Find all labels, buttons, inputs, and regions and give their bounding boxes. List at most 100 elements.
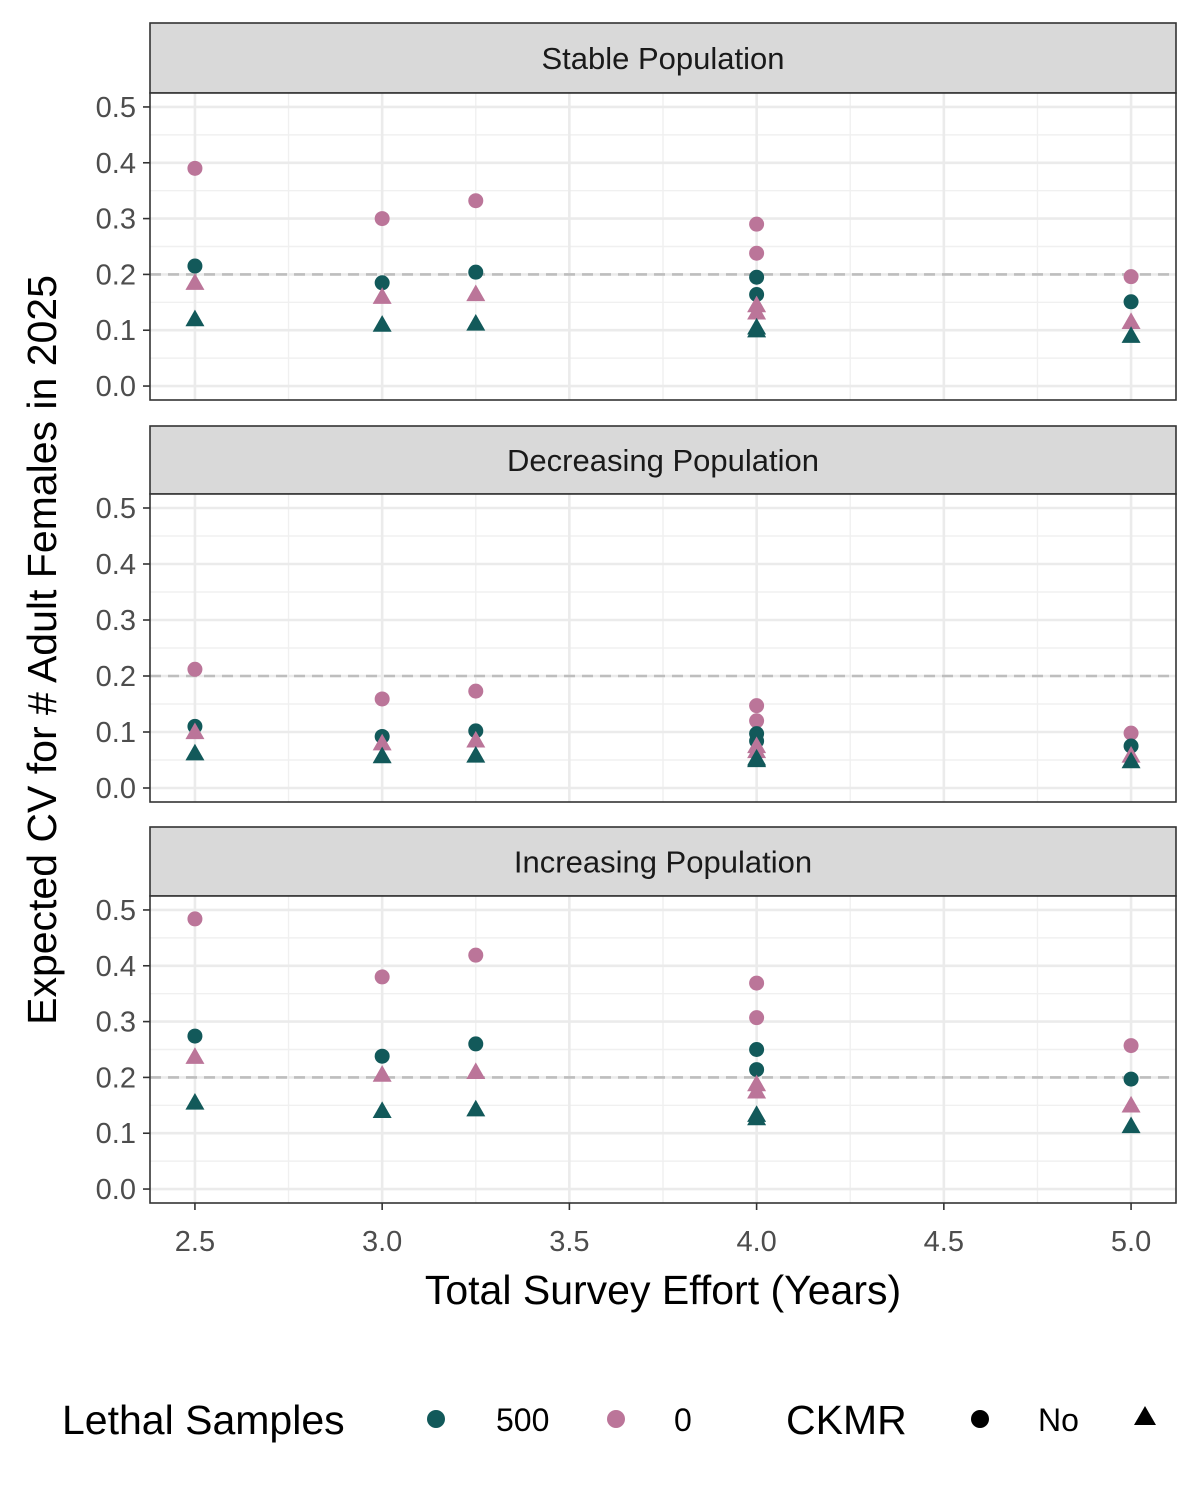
facet-strip-label: Stable Population — [541, 41, 784, 76]
x-axis-ticks: 2.5 3.0 3.5 4.0 4.5 5.0 — [175, 1203, 1151, 1258]
data-point-triangle — [185, 743, 205, 761]
data-point-triangle — [372, 746, 392, 764]
data-point-circle — [749, 1010, 765, 1026]
panel-border — [149, 895, 1177, 1204]
data-point-circle — [374, 211, 390, 227]
facet-panel: Increasing Population 0.0 0.1 0.2 0.3 0.4 0.5 — [96, 826, 1177, 1206]
data-point-triangle — [466, 730, 486, 748]
y-tick-label: 0.0 — [96, 371, 136, 403]
data-point-circle — [749, 245, 765, 261]
y-tick-label: 0.5 — [96, 895, 136, 927]
x-tick-label: 4.0 — [736, 1226, 776, 1258]
data-point-triangle — [185, 1047, 205, 1064]
panel-border — [149, 493, 1177, 803]
data-point-triangle — [372, 1101, 392, 1119]
data-point-circle — [374, 275, 390, 291]
y-tick-label: 0.5 — [96, 493, 136, 525]
data-point-circle — [749, 216, 765, 232]
y-tick-label: 0.4 — [96, 951, 136, 983]
panel-border — [149, 92, 1177, 401]
data-point-triangle — [185, 273, 205, 290]
data-point-circle — [1123, 1038, 1139, 1054]
legend-key-500 — [427, 1410, 445, 1428]
y-tick-label: 0.0 — [96, 773, 136, 805]
data-point-circle — [749, 975, 765, 991]
data-point-circle — [187, 1028, 203, 1044]
data-point-circle — [1123, 269, 1139, 285]
data-point-circle — [468, 1036, 484, 1052]
y-axis-title: Expected CV for # Adult Females in 2025 — [19, 275, 65, 1025]
x-tick-label: 3.0 — [362, 1226, 402, 1258]
data-point-circle — [187, 258, 203, 274]
data-point-triangle — [1121, 326, 1141, 343]
facet-panels: Stable Population 0.0 0.1 0.2 0.3 0.4 0.5 Decre… — [96, 22, 1177, 1206]
data-point-triangle — [1121, 312, 1141, 329]
facet-panel: Stable Population 0.0 0.1 0.2 0.3 0.4 0.5 — [96, 22, 1177, 403]
data-point-circle — [468, 193, 484, 209]
x-axis-title: Total Survey Effort (Years) — [425, 1267, 901, 1313]
data-point-circle — [749, 713, 765, 729]
data-point-triangle — [1121, 1095, 1141, 1113]
facet-strip-label: Decreasing Population — [507, 443, 819, 478]
data-point-circle — [749, 1062, 765, 1078]
legend-key-circle-shape — [971, 1410, 989, 1428]
data-point-triangle — [466, 1099, 486, 1117]
y-tick-label: 0.3 — [96, 1007, 136, 1039]
data-point-triangle — [372, 315, 392, 332]
facet-panel: Decreasing Population 0.0 0.1 0.2 0.3 0.4 0.5 — [96, 425, 1177, 805]
y-tick-label: 0.3 — [96, 605, 136, 637]
data-point-triangle — [747, 320, 767, 338]
y-tick-label: 0.1 — [96, 315, 136, 347]
data-point-circle — [1123, 294, 1139, 310]
legend: Lethal Samples 500 0 CKMR No — [62, 1397, 1156, 1443]
data-point-circle — [1123, 1071, 1139, 1087]
data-point-triangle — [466, 1062, 486, 1079]
data-point-circle — [468, 264, 484, 280]
facet-strip — [149, 22, 1177, 94]
data-point-triangle — [185, 722, 205, 740]
facet-strip-label: Increasing Population — [514, 845, 812, 880]
data-point-circle — [468, 723, 484, 739]
facet-strip — [149, 826, 1177, 897]
data-point-circle — [468, 947, 484, 963]
x-tick-label: 4.5 — [924, 1226, 964, 1258]
data-point-triangle — [185, 309, 205, 327]
legend-key-0 — [607, 1410, 625, 1428]
data-point-circle — [187, 661, 203, 677]
data-point-circle — [374, 691, 390, 707]
y-tick-label: 0.0 — [96, 1174, 136, 1206]
data-point-triangle — [185, 1093, 205, 1110]
legend-key-triangle-shape — [1134, 1406, 1156, 1425]
data-point-triangle — [372, 1065, 392, 1082]
data-point-circle — [187, 911, 203, 927]
x-tick-label: 3.5 — [549, 1226, 589, 1258]
data-point-triangle — [1121, 1116, 1141, 1134]
data-point-triangle — [466, 746, 486, 763]
legend-title-lethal-samples: Lethal Samples — [62, 1397, 345, 1443]
data-point-triangle — [372, 733, 392, 751]
y-tick-label: 0.2 — [96, 661, 136, 693]
data-point-circle — [374, 1048, 390, 1064]
data-point-triangle — [747, 750, 767, 768]
y-tick-label: 0.5 — [96, 92, 136, 124]
y-tick-label: 0.3 — [96, 204, 136, 236]
y-tick-label: 0.1 — [96, 1118, 136, 1150]
y-tick-label: 0.2 — [96, 259, 136, 291]
data-point-triangle — [747, 1108, 767, 1126]
data-point-circle — [374, 969, 390, 985]
data-point-triangle — [1121, 751, 1141, 769]
data-point-triangle — [466, 314, 486, 331]
y-tick-label: 0.4 — [96, 549, 136, 581]
data-point-triangle — [747, 302, 767, 320]
data-point-circle — [749, 287, 765, 303]
data-point-circle — [749, 269, 765, 285]
legend-label-no: No — [1038, 1402, 1079, 1438]
legend-label-0: 0 — [674, 1402, 692, 1438]
data-point-circle — [749, 698, 765, 714]
data-point-circle — [749, 1042, 765, 1057]
data-point-circle — [468, 683, 484, 699]
data-point-circle — [187, 160, 203, 176]
legend-title-ckmr: CKMR — [786, 1397, 907, 1443]
data-point-circle — [1123, 725, 1139, 741]
